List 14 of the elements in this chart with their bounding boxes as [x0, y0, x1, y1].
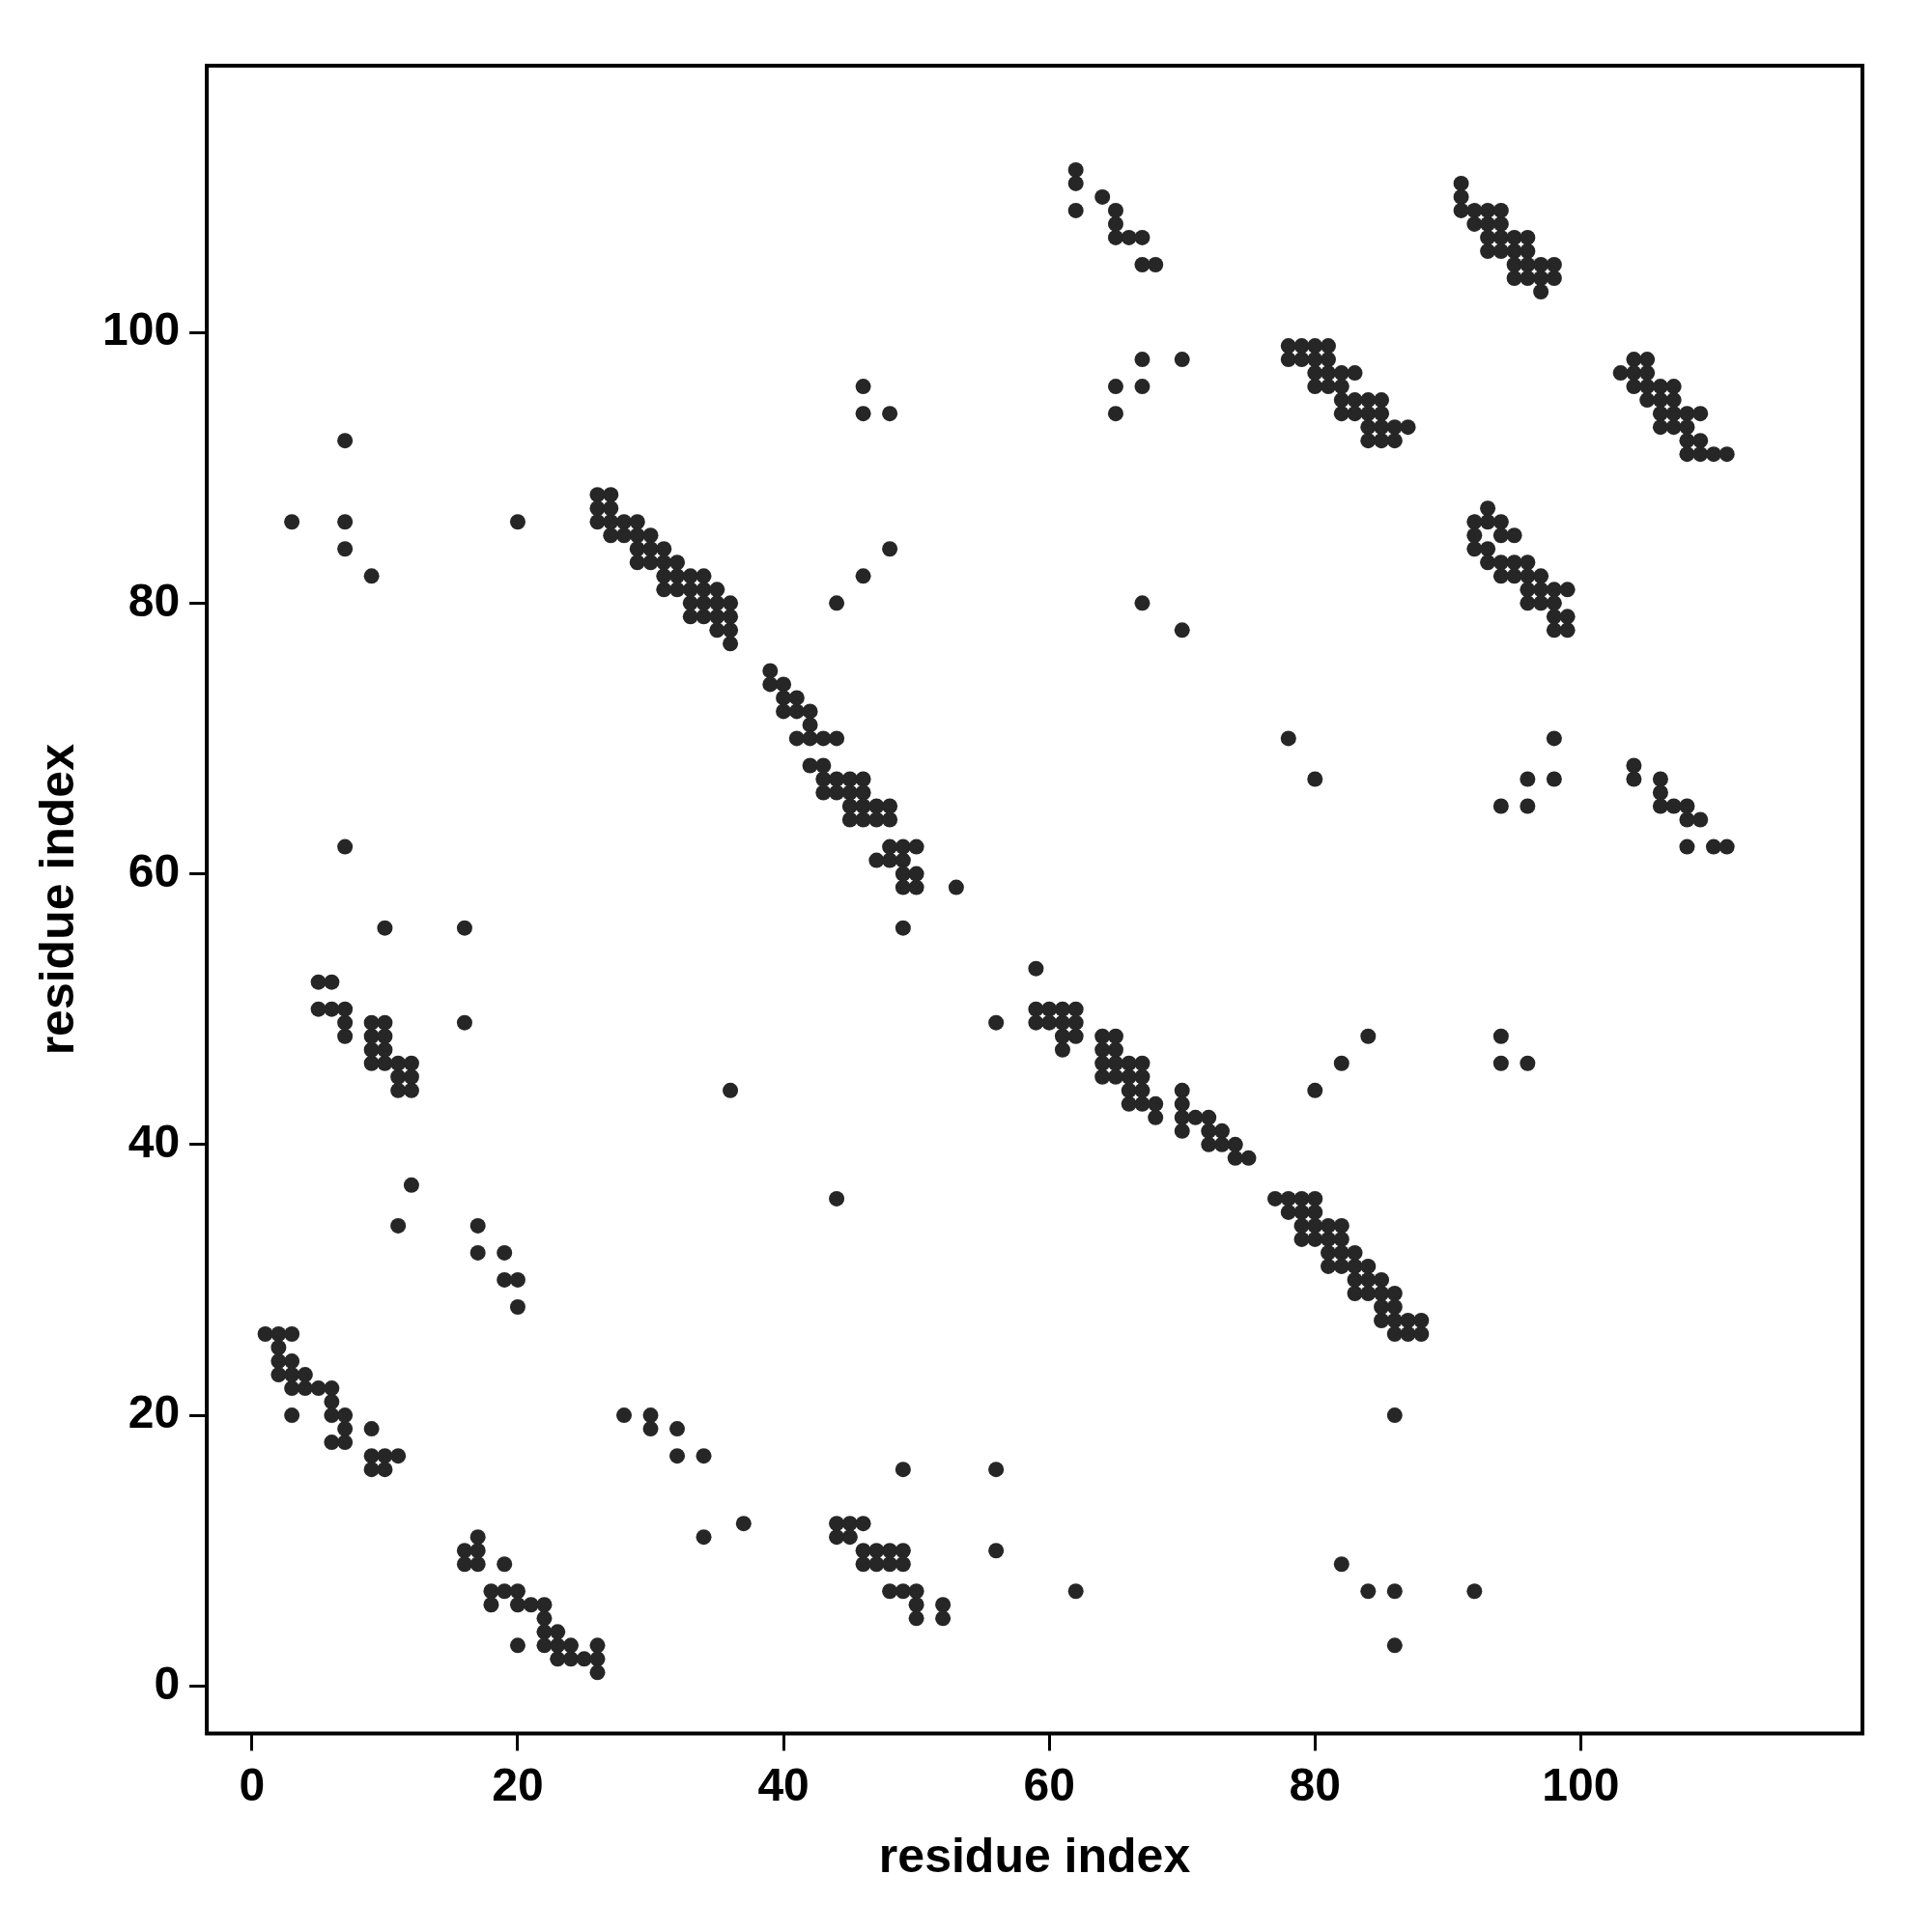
x-tick-label: 100: [1542, 1759, 1620, 1811]
y-tick-label: 40: [128, 1116, 181, 1168]
y-tick-label: 0: [154, 1657, 181, 1709]
y-tick-label: 20: [128, 1386, 181, 1438]
x-axis-title: residue index: [878, 1828, 1191, 1883]
x-tick-label: 20: [492, 1759, 544, 1811]
x-tick-label: 80: [1289, 1759, 1341, 1811]
x-tick-label: 0: [239, 1759, 266, 1811]
y-tick-label: 60: [128, 844, 181, 896]
y-tick-label: 100: [101, 303, 181, 355]
x-tick-label: 60: [1023, 1759, 1075, 1811]
y-axis-title: residue index: [29, 743, 84, 1056]
x-tick-label: 40: [757, 1759, 810, 1811]
y-tick-label: 80: [128, 574, 181, 626]
